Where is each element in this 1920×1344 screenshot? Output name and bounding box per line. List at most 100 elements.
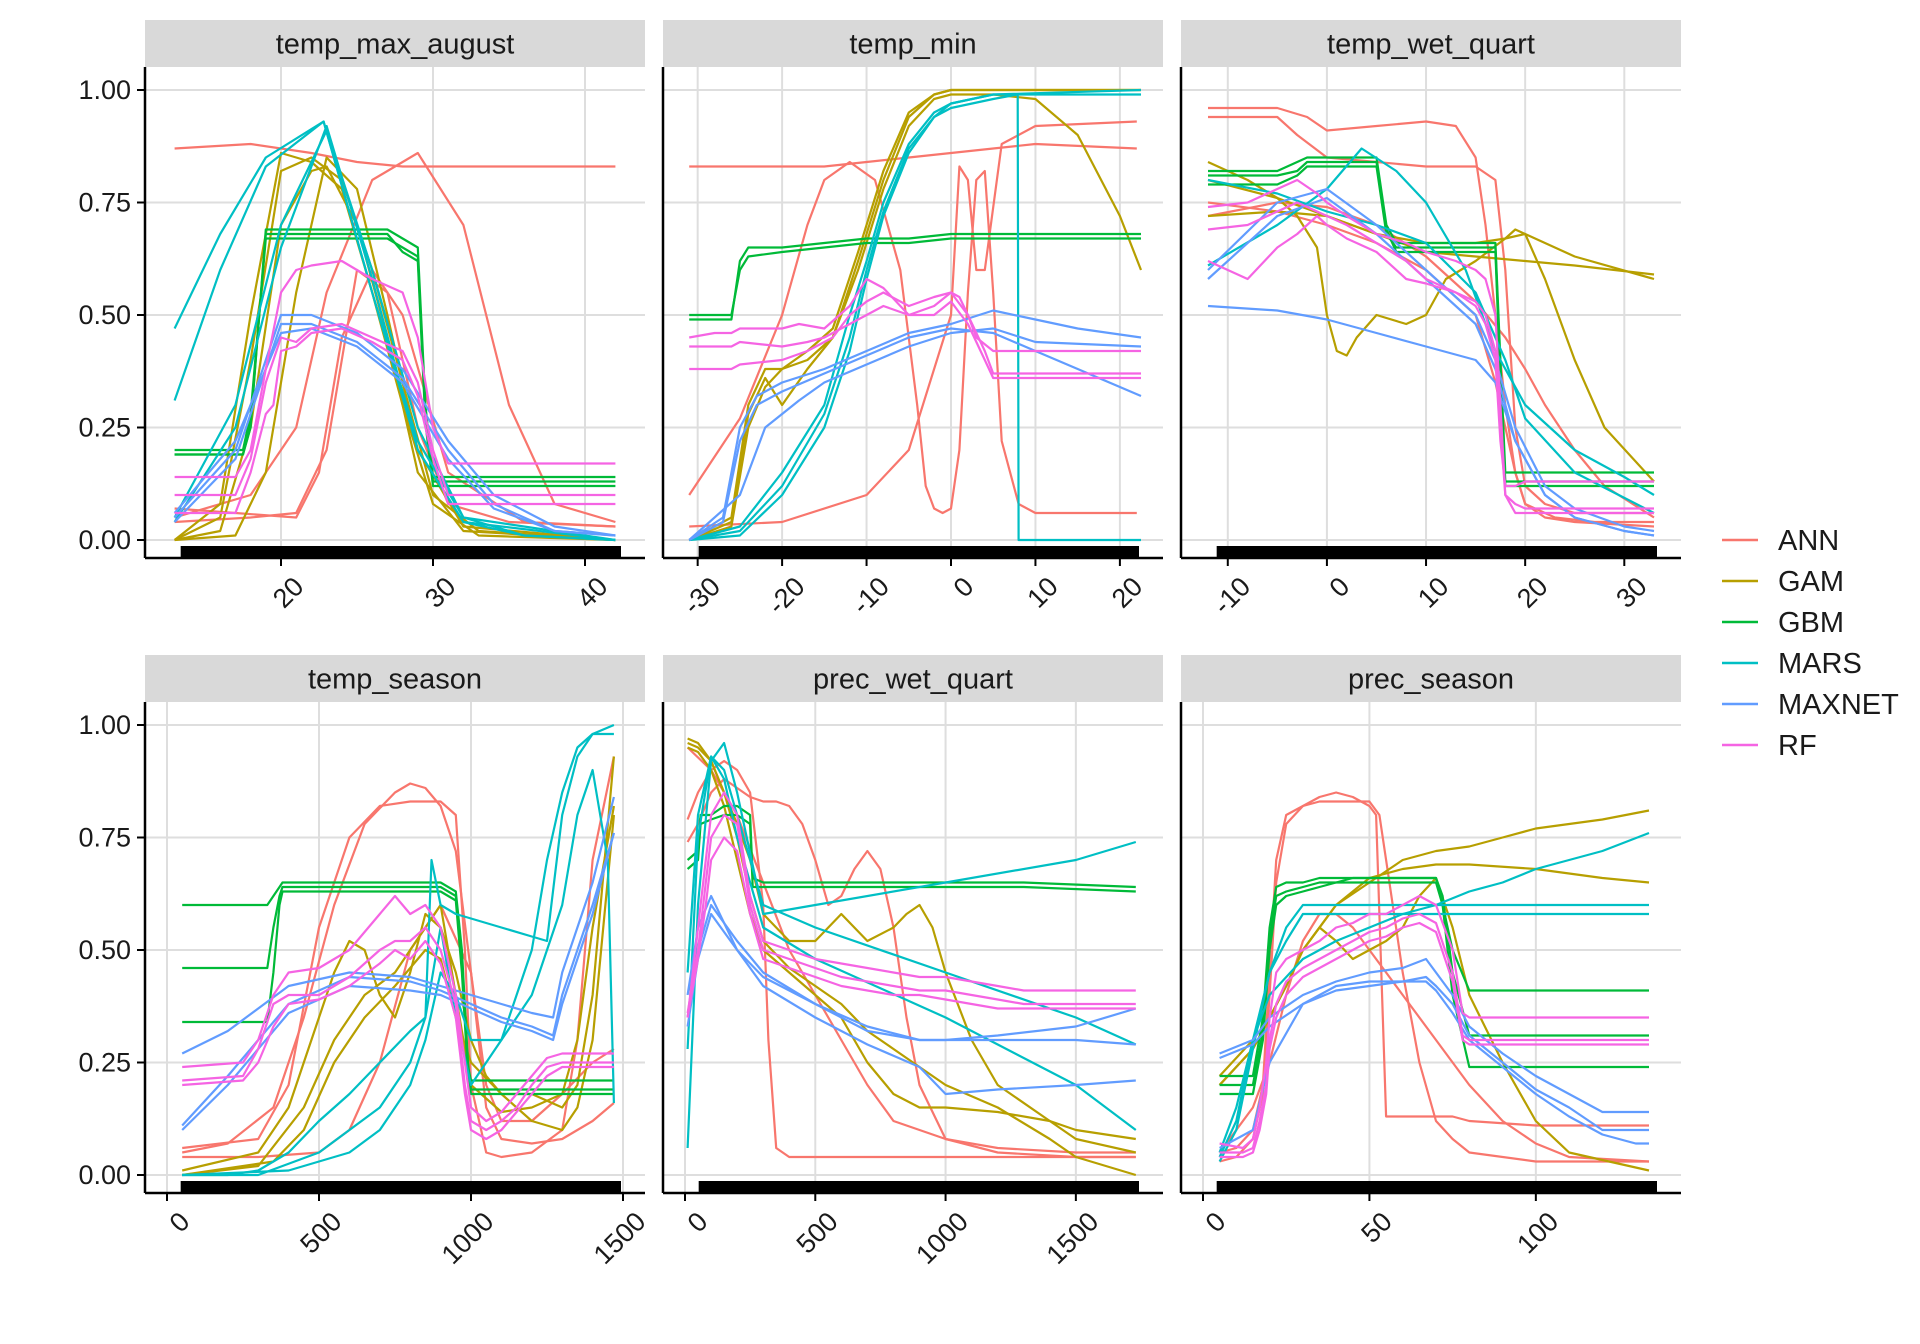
x-tick-label: 10 xyxy=(1412,571,1454,613)
series-line-gbm xyxy=(689,232,1141,321)
series-line-ann xyxy=(1208,106,1654,524)
series-line-rf xyxy=(689,291,1141,375)
rug-band xyxy=(180,1181,621,1193)
series-line-ann xyxy=(689,120,1137,528)
x-tick-label: 500 xyxy=(791,1206,844,1259)
series-line-maxnet xyxy=(1219,975,1649,1132)
strip-label: temp_max_august xyxy=(276,29,515,61)
legend: ANN GAM GBM MARS MAXNET RF xyxy=(1722,525,1899,762)
series-line-mars xyxy=(686,755,1137,1131)
gridlines xyxy=(145,67,645,558)
series-line-gbm xyxy=(174,232,616,488)
y-tick-label: 0.50 xyxy=(78,935,131,965)
series-line-ann xyxy=(174,268,616,528)
series-line-maxnet xyxy=(181,796,615,1055)
panels: temp_max_august 0.00 0.25 0.50 0.75 1.00 20 30 4… xyxy=(78,20,1681,1270)
y-tick-label: 1.00 xyxy=(78,710,131,740)
x-tick-label: 50 xyxy=(1355,1206,1397,1248)
series-line-mars xyxy=(182,768,615,1177)
series-line-maxnet xyxy=(1219,980,1649,1149)
series-line-gam xyxy=(687,741,1137,1154)
strip-prec_wet_quart xyxy=(663,655,1163,702)
series-line-mars xyxy=(173,129,616,542)
series-line-mars xyxy=(686,741,1137,1149)
y-tick-label: 0.00 xyxy=(78,1160,131,1190)
series-line-rf xyxy=(686,791,1136,1018)
x-tick-label: 0 xyxy=(1324,571,1356,603)
series-line-mars xyxy=(689,93,1141,542)
series-line-gam xyxy=(1207,160,1655,483)
series-line-rf xyxy=(1219,894,1649,1150)
y-tick-label: 0.50 xyxy=(78,300,131,330)
series-lines xyxy=(688,88,1143,542)
series-line-mars xyxy=(173,120,616,542)
rug-marks xyxy=(180,1181,621,1193)
series-lines xyxy=(1218,791,1650,1172)
legend-label: GAM xyxy=(1778,566,1844,598)
y-tick-label: 0.00 xyxy=(78,525,131,555)
series-line-gam xyxy=(1207,178,1655,281)
x-tick-label: 1500 xyxy=(1041,1206,1105,1270)
rug-marks xyxy=(698,546,1139,558)
series-lines xyxy=(173,120,616,542)
series-line-gam xyxy=(174,165,616,542)
x-tick-label: 1500 xyxy=(588,1206,652,1270)
series-line-mars xyxy=(182,732,614,1177)
panel-temp_season: temp_season 0.00 0.25 0.50 0.75 1.00 0 500 1000 1… xyxy=(78,655,651,1270)
rug-marks xyxy=(1216,546,1657,558)
x-tick-label: -10 xyxy=(846,571,895,620)
series-line-rf xyxy=(1207,201,1654,515)
series-line-maxnet xyxy=(173,313,616,537)
series-line-ann xyxy=(174,142,616,168)
series-line-maxnet xyxy=(688,309,1142,541)
strip-label: prec_season xyxy=(1348,664,1514,696)
series-line-maxnet xyxy=(688,327,1142,541)
y-tick-label: 1.00 xyxy=(78,75,131,105)
series-line-maxnet xyxy=(686,903,1137,1042)
legend-item-gam: GAM xyxy=(1722,566,1844,598)
series-line-rf xyxy=(182,939,614,1141)
series-line-maxnet xyxy=(1207,187,1655,533)
series-line-mars xyxy=(182,723,615,1177)
x-tick-label: 40 xyxy=(571,571,613,613)
legend-item-maxnet: MAXNET xyxy=(1722,689,1899,721)
series-lines xyxy=(181,723,615,1177)
series-line-mars xyxy=(173,124,616,542)
series-line-rf xyxy=(174,322,616,497)
x-tick-label: -10 xyxy=(1207,571,1256,620)
series-line-ann xyxy=(174,268,616,528)
series-lines xyxy=(686,737,1137,1177)
y-tick-label: 0.25 xyxy=(78,413,131,443)
strip-temp_min xyxy=(663,20,1163,67)
series-line-gbm xyxy=(689,237,1141,317)
legend-label: MAXNET xyxy=(1778,689,1899,721)
series-line-maxnet xyxy=(686,912,1136,1046)
x-tick-label: 0 xyxy=(1200,1206,1232,1238)
series-line-ann xyxy=(1219,791,1649,1154)
rug-band xyxy=(698,546,1139,558)
y-tick-label: 0.75 xyxy=(78,188,131,218)
panel-temp_wet_quart: temp_wet_quart -10 0 10 20 30 xyxy=(1179,20,1681,620)
series-line-gam xyxy=(687,737,1137,1177)
series-line-ann xyxy=(182,756,615,1159)
x-tick-label: 20 xyxy=(1511,571,1553,613)
series-line-rf xyxy=(689,277,1141,353)
x-tick-label: 0 xyxy=(682,1206,714,1238)
series-line-rf xyxy=(174,259,616,479)
series-line-gbm xyxy=(182,890,614,1096)
series-line-rf xyxy=(1207,178,1654,510)
series-line-mars xyxy=(689,88,1142,542)
strip-temp_season xyxy=(145,655,645,702)
strip-prec_season xyxy=(1181,655,1681,702)
series-line-gam xyxy=(688,88,1141,542)
series-line-ann xyxy=(1219,800,1649,1163)
strip-label: temp_season xyxy=(308,664,482,696)
legend-item-gbm: GBM xyxy=(1722,607,1844,639)
series-line-rf xyxy=(686,836,1136,1018)
strip-label: prec_wet_quart xyxy=(813,664,1013,696)
legend-label: GBM xyxy=(1778,607,1844,639)
series-line-rf xyxy=(686,813,1136,1014)
strip-temp_wet_quart xyxy=(1181,20,1681,67)
x-tick-label: 20 xyxy=(1106,571,1148,613)
